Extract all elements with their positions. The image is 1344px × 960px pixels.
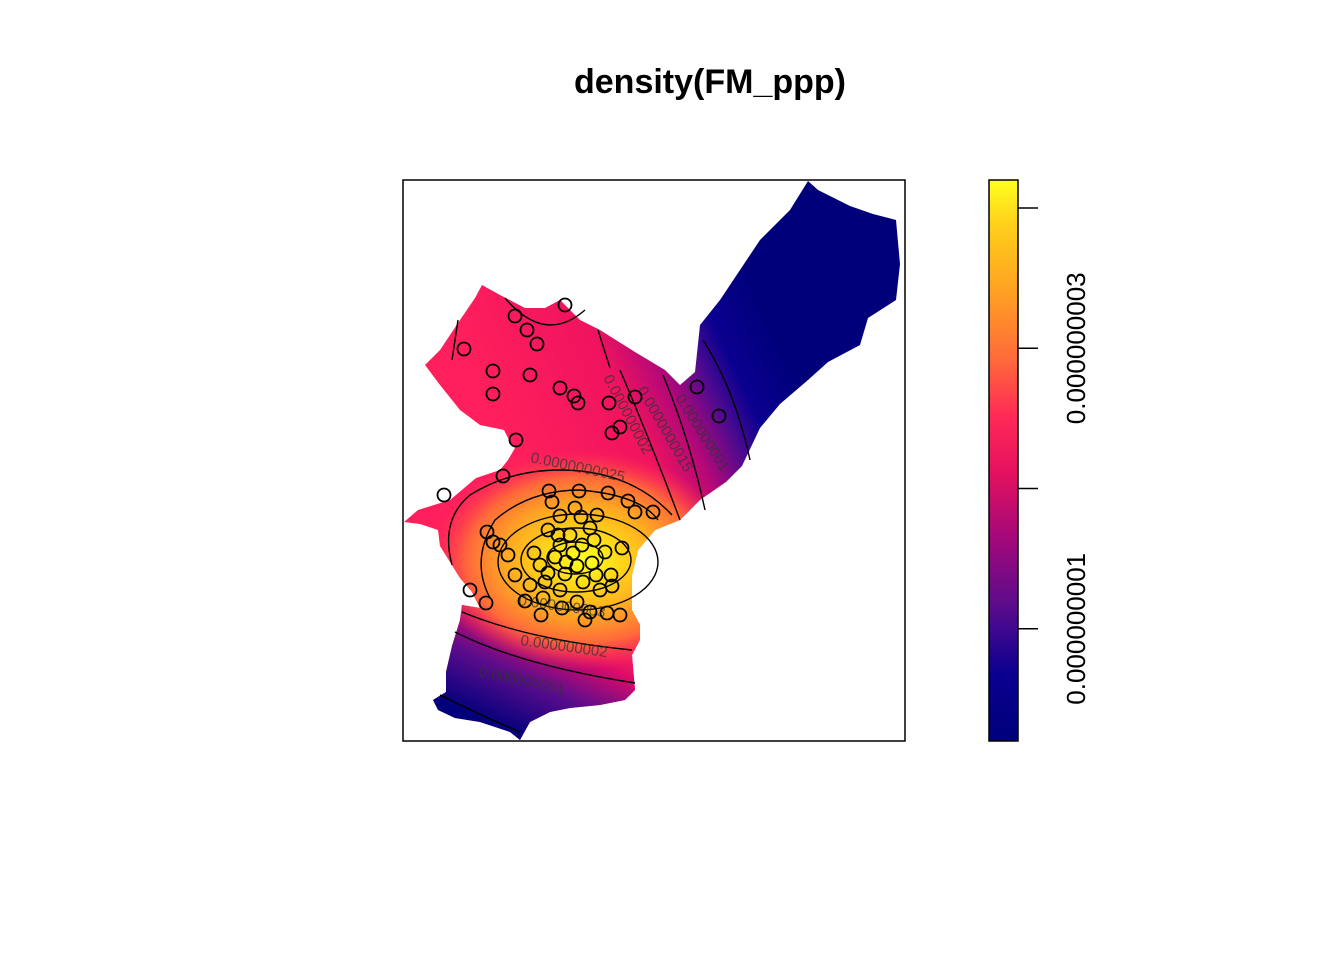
event-point bbox=[566, 388, 582, 404]
event-point bbox=[597, 544, 613, 560]
event-point bbox=[552, 508, 568, 524]
event-point bbox=[540, 522, 556, 538]
event-point bbox=[500, 547, 516, 563]
event-point bbox=[554, 600, 570, 616]
event-point bbox=[567, 500, 583, 516]
event-point bbox=[582, 520, 598, 536]
event-point bbox=[557, 297, 573, 313]
event-point bbox=[570, 395, 586, 411]
event-point bbox=[485, 386, 501, 402]
chart-title: density(FM_ppp) bbox=[574, 63, 846, 101]
colorbar bbox=[988, 179, 1019, 742]
event-point bbox=[541, 483, 557, 499]
event-point bbox=[569, 594, 585, 610]
event-point bbox=[533, 607, 549, 623]
event-point bbox=[571, 483, 587, 499]
event-point bbox=[689, 379, 705, 395]
event-point bbox=[601, 395, 617, 411]
event-point bbox=[492, 537, 508, 553]
event-point bbox=[565, 545, 581, 561]
event-point bbox=[517, 593, 533, 609]
event-point bbox=[529, 336, 545, 352]
event-point bbox=[582, 604, 598, 620]
event-point bbox=[462, 582, 478, 598]
event-point bbox=[495, 468, 511, 484]
event-point bbox=[507, 308, 523, 324]
event-point bbox=[522, 577, 538, 593]
event-point bbox=[478, 595, 494, 611]
event-point bbox=[557, 566, 573, 582]
event-point bbox=[552, 537, 568, 553]
event-point bbox=[620, 493, 636, 509]
event-point bbox=[627, 389, 643, 405]
colorbar-tick-label: 0.000000003 bbox=[1061, 272, 1091, 424]
event-point bbox=[532, 557, 548, 573]
event-point bbox=[589, 507, 605, 523]
event-point bbox=[645, 504, 661, 520]
event-point bbox=[485, 363, 501, 379]
event-point bbox=[569, 558, 585, 574]
event-point bbox=[574, 537, 590, 553]
event-point bbox=[485, 534, 501, 550]
event-point bbox=[544, 494, 560, 510]
event-point bbox=[522, 367, 538, 383]
event-point bbox=[575, 574, 591, 590]
event-point bbox=[526, 545, 542, 561]
event-point bbox=[552, 380, 568, 396]
colorbar-tick-label: 0.000000001 bbox=[1061, 553, 1091, 705]
event-point bbox=[508, 432, 524, 448]
plot-frame bbox=[402, 179, 906, 742]
event-point bbox=[614, 540, 630, 556]
event-point bbox=[519, 322, 535, 338]
event-point bbox=[604, 578, 620, 594]
event-point bbox=[436, 487, 452, 503]
density-surface bbox=[404, 181, 900, 740]
event-point bbox=[537, 574, 553, 590]
event-point bbox=[612, 607, 628, 623]
colorbar-ticks: 0.000000001 0.000000003 bbox=[1018, 207, 1091, 705]
event-point bbox=[627, 504, 643, 520]
event-points bbox=[436, 297, 727, 628]
event-point bbox=[600, 485, 616, 501]
event-point bbox=[535, 590, 551, 606]
event-point bbox=[604, 425, 620, 441]
event-point bbox=[577, 612, 593, 628]
event-point bbox=[456, 341, 472, 357]
event-point bbox=[540, 565, 556, 581]
event-point bbox=[711, 408, 727, 424]
event-point bbox=[507, 567, 523, 583]
event-point bbox=[562, 527, 578, 543]
event-point bbox=[603, 567, 619, 583]
event-point bbox=[588, 567, 604, 583]
event-point bbox=[552, 582, 568, 598]
